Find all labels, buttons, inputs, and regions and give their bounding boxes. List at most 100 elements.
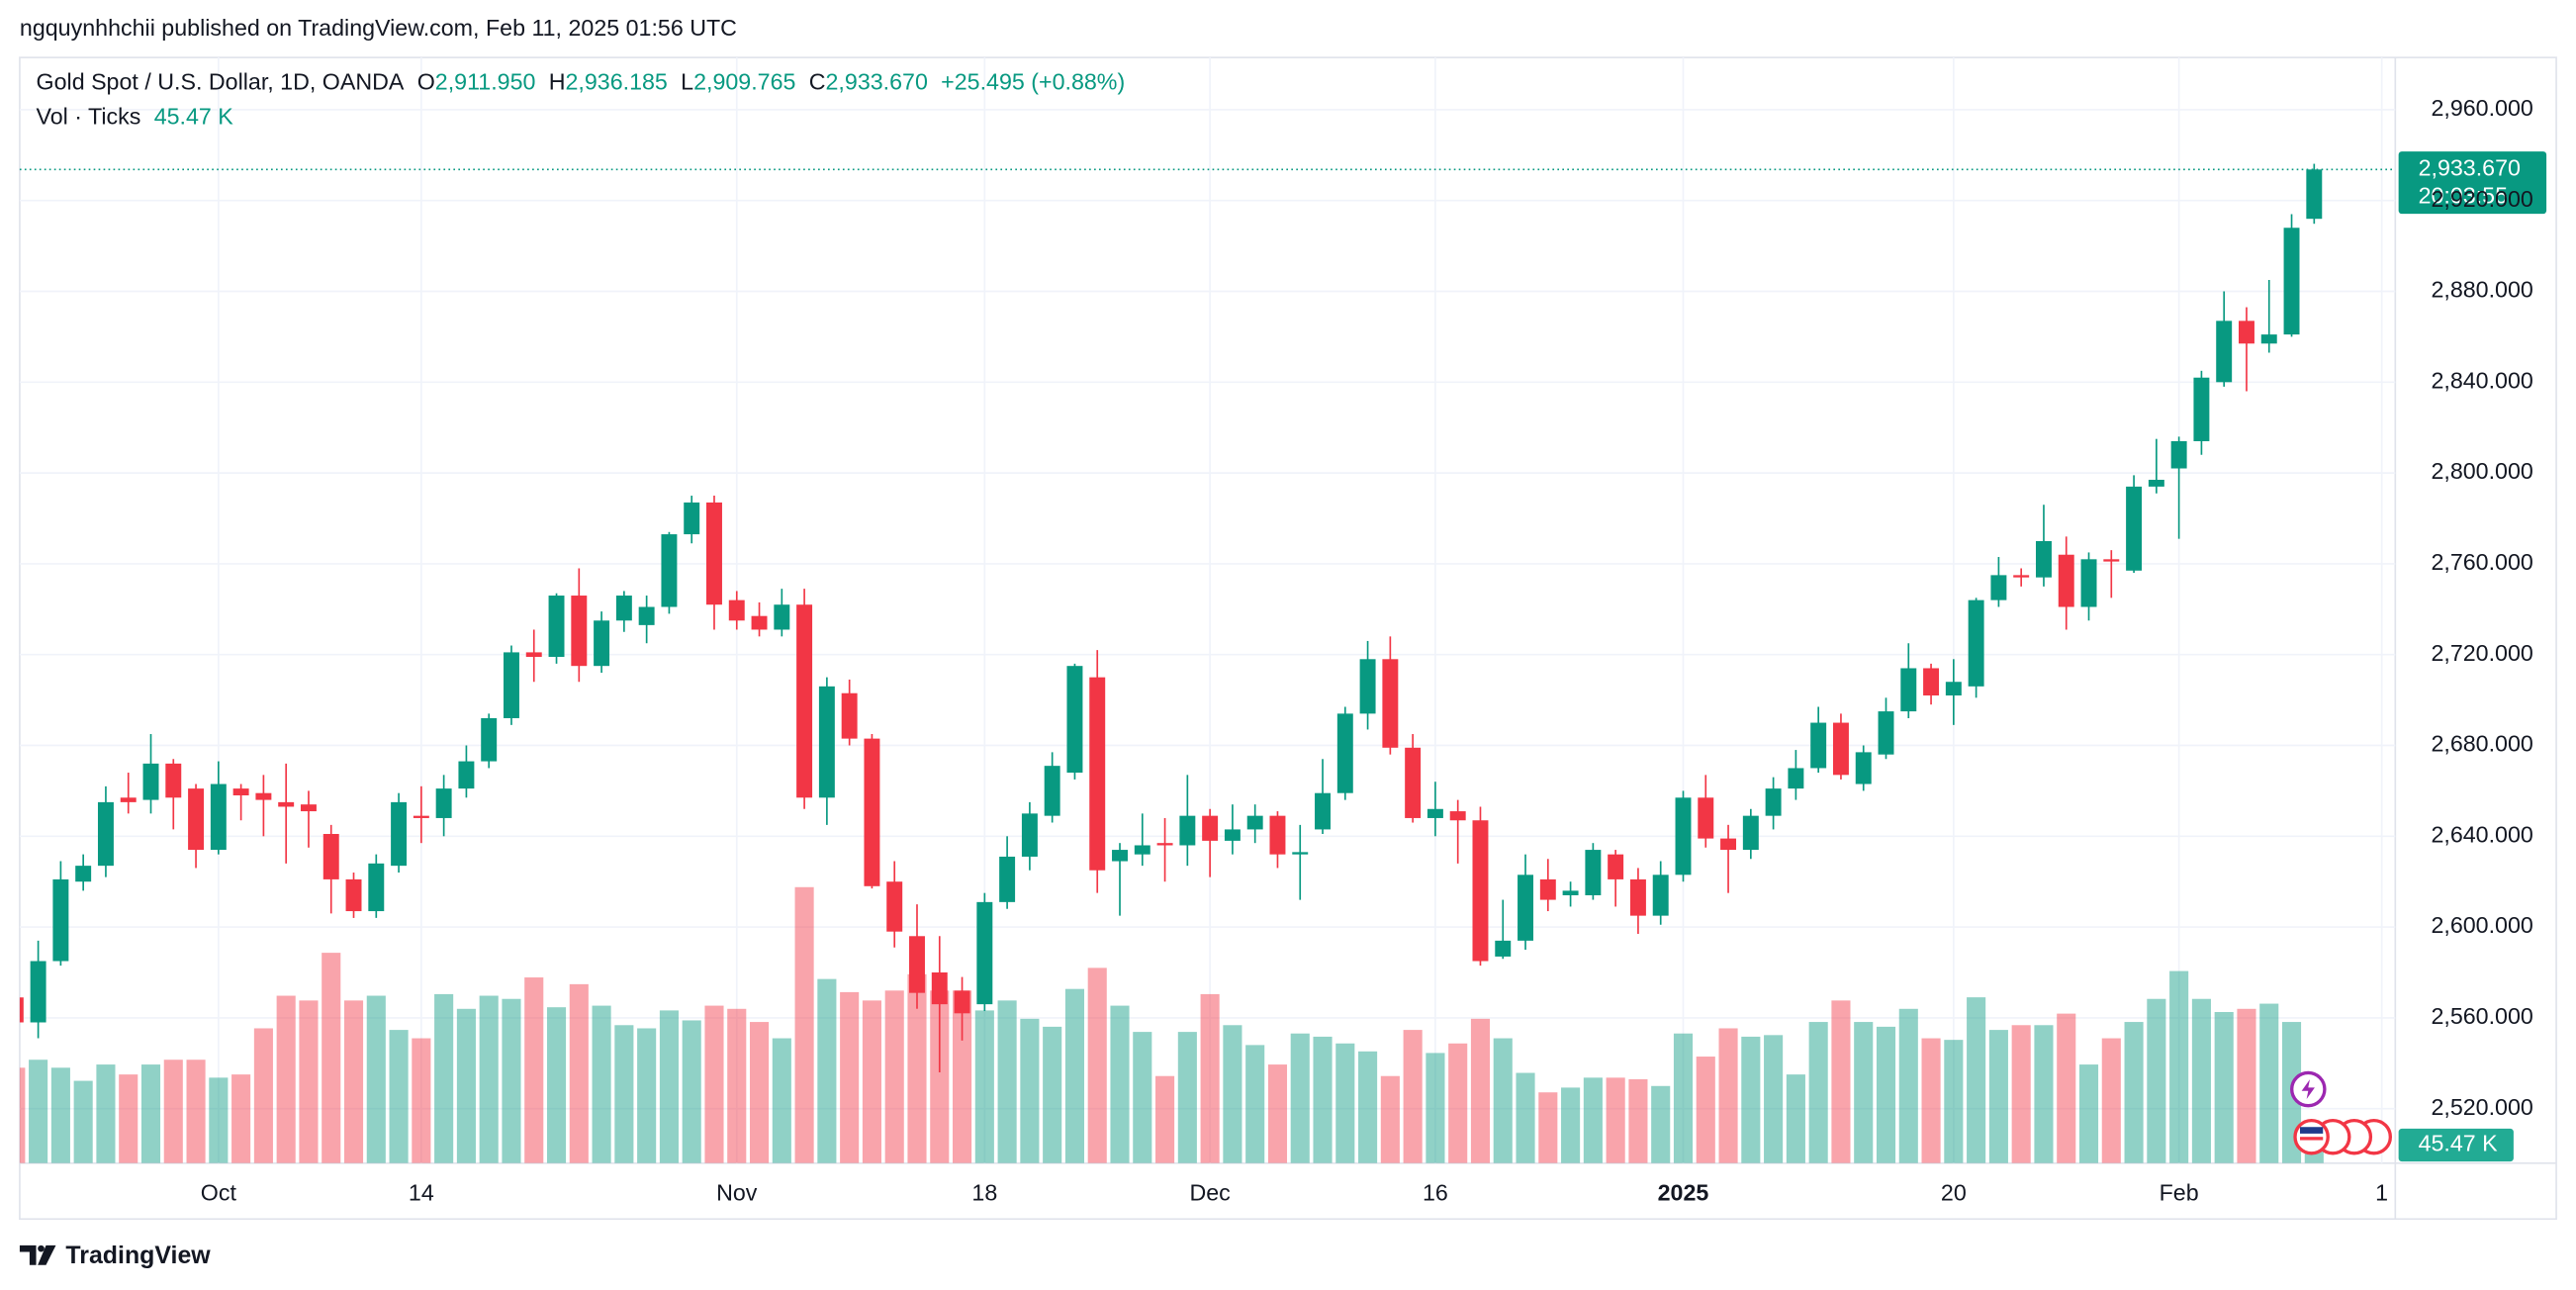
volume-bar [1538,1092,1558,1163]
volume-bar [1335,1043,1355,1163]
candle-body [1652,875,1669,916]
publish-header: ngquynhhchii published on TradingView.co… [20,15,737,41]
brand-name: TradingView [65,1242,211,1269]
y-tick-label: 2,600.000 [2431,912,2532,938]
volume-legend: Vol · Ticks 45.47 K [37,104,234,130]
volume-bar [682,1020,701,1163]
volume-bar [412,1038,431,1163]
candle-body [728,599,745,621]
logo-part [19,1244,37,1265]
candle-body [2013,575,2030,578]
volume-bar [2078,1064,2099,1163]
candle-body [120,797,137,802]
volume-bar [546,1007,567,1163]
candle-body [2239,321,2254,344]
overlay: 2,933.670 20:03:55 45.47 K [19,151,2547,1162]
candle-body [864,738,880,886]
volume-bar [50,1067,70,1163]
x-tick-label: Feb [2160,1179,2199,1205]
volume-bar [1043,1026,1062,1163]
volume-bar [592,1005,611,1163]
volume-bar [1493,1038,1513,1163]
volume-bar [930,990,950,1163]
volume-bar [862,1000,881,1163]
volume-bar [2169,970,2189,1163]
candle-body [458,761,475,789]
volume-bar [1741,1036,1761,1163]
candle-body [1405,747,1422,818]
y-tick-label: 2,880.000 [2431,277,2532,303]
brand-logo [19,1244,56,1265]
x-tick-label: Nov [716,1179,758,1205]
volume-bar [1155,1075,1175,1163]
candle-body [1426,808,1443,818]
candle-body [1021,813,1038,857]
y-tick-label: 2,960.000 [2431,95,2532,121]
candle-body [413,815,429,818]
volume-bar [1110,1005,1130,1163]
volume-bar [1628,1078,1648,1163]
volume-bar [299,1000,319,1163]
volume-bar [1673,1033,1694,1163]
flag-icons [2293,1118,2392,1155]
volume-bar [1290,1033,1310,1163]
candle-body [1382,659,1399,748]
volume-bar [1606,1077,1625,1163]
volume-bar [1064,988,1085,1163]
candle-body [548,596,565,658]
candle-body [435,788,452,818]
frame [19,56,2557,1221]
candle-body [1246,815,1263,830]
volume-bar [19,1067,26,1163]
legend-key: O [417,69,435,95]
volume-bar [2214,1012,2234,1163]
volume-bar [794,886,814,1163]
volume-bar [1380,1075,1400,1163]
candle-body [638,606,655,625]
volume-bar [1426,1053,1445,1163]
candle-body [1832,722,1849,776]
legend-key: H [549,69,566,95]
candle-body [300,804,317,812]
candle-body [1629,878,1646,916]
candle-body [525,652,542,658]
candle-body [1539,878,1556,900]
candle-body [2148,479,2164,487]
candle-body [345,878,362,912]
volume-bar [322,953,341,1163]
candle-body [796,604,813,798]
candle-body [75,866,92,882]
candle-body [255,792,272,800]
volume-bar [1876,1026,1896,1163]
legend-value: 2,933.670 [826,69,928,95]
candle-body [504,652,519,718]
volume-bar [276,995,296,1163]
volume-name: Vol · Ticks [37,104,141,130]
volume-bar [953,990,972,1163]
candle-body [1765,788,1782,816]
volume-bar [231,1074,251,1163]
candle-body [2126,486,2143,571]
candle-body [1742,815,1759,851]
candle-body [278,801,295,807]
countdown-label: 20:03:55 [2419,183,2508,209]
volume-bar [119,1074,138,1163]
volume-bar [1718,1028,1738,1163]
logo-part [38,1244,45,1252]
candle-body [1202,815,1219,841]
candle-body [142,763,159,800]
price-tag [2398,151,2547,215]
volume-bar [253,1028,273,1163]
volume-bar [1087,968,1107,1163]
legend-key: C [809,69,826,95]
y-tick-label: 2,800.000 [2431,458,2532,484]
candle-body [210,783,227,851]
volume-tag-label: 45.47 K [2419,1131,2499,1156]
volume-bar [186,1060,206,1163]
volume-bar [1561,1087,1581,1163]
volume-bar [1696,1057,1715,1163]
volume-bar [1358,1051,1378,1163]
candle-body [1945,682,1962,696]
x-tick-label: 2025 [1658,1179,1709,1205]
